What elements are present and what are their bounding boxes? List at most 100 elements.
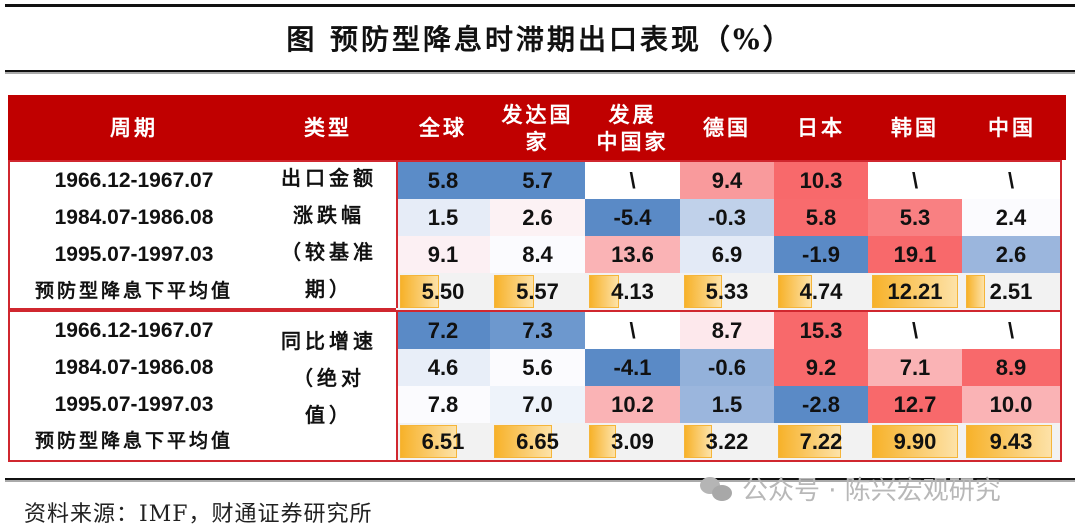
header-developing: 发展 中国家 — [585, 95, 680, 160]
average-value: 3.09 — [611, 429, 654, 454]
data-bar — [589, 275, 619, 308]
average-cell: 3.22 — [680, 423, 774, 460]
value-cell: 9.4 — [680, 162, 774, 199]
data-bar — [589, 425, 616, 458]
type-label: 同比增速 （绝对 值） — [263, 323, 395, 434]
average-cell: 5.33 — [680, 273, 774, 310]
section-yoy-growth: 1966.12-1967.07 7.2 7.3 \ 8.7 15.3 \ \ 1984.07-1… — [8, 310, 1062, 462]
bottom-rule — [5, 478, 1075, 480]
value-cell: -0.6 — [680, 349, 774, 386]
average-value: 2.51 — [989, 279, 1033, 304]
value-cell: 15.3 — [774, 312, 868, 349]
value-cell: 5.6 — [490, 349, 585, 386]
header-developing-line1: 发展 — [608, 101, 657, 127]
value-cell: 8.4 — [490, 236, 585, 273]
value-cell: \ — [962, 162, 1060, 199]
average-cell: 5.57 — [490, 273, 585, 310]
header-germany: 德国 — [703, 115, 751, 140]
average-value: 6.65 — [516, 429, 559, 454]
value-cell: 2.6 — [490, 199, 585, 236]
value-cell: -4.1 — [585, 349, 680, 386]
average-value: 3.22 — [705, 429, 749, 454]
value-cell: 4.6 — [396, 349, 490, 386]
value-cell: -2.8 — [774, 386, 868, 423]
wechat-icon — [700, 475, 734, 503]
value-cell: 19.1 — [868, 236, 962, 273]
top-rule — [5, 4, 1075, 7]
value-cell: 8.7 — [680, 312, 774, 349]
average-value: 5.57 — [516, 279, 559, 304]
value-cell: 7.3 — [490, 312, 585, 349]
source-note: 资料来源：IMF，财通证券研究所 — [24, 502, 373, 527]
value-cell: 12.7 — [868, 386, 962, 423]
value-cell: 7.8 — [396, 386, 490, 423]
average-cell: 2.51 — [962, 273, 1060, 310]
average-cell: 6.51 — [396, 423, 490, 460]
average-value: 12.21 — [887, 279, 943, 304]
header-korea: 韩国 — [891, 115, 939, 140]
data-bar — [966, 275, 985, 308]
value-cell: 10.2 — [585, 386, 680, 423]
type-label-line: 涨跌幅 — [293, 203, 365, 227]
data-bar — [778, 425, 841, 458]
data-bar — [400, 425, 457, 458]
value-cell: 5.7 — [490, 162, 585, 199]
data-bar — [400, 275, 439, 308]
value-cell: 5.3 — [868, 199, 962, 236]
average-label: 预防型降息下平均值 — [34, 430, 233, 452]
average-cell: 4.74 — [774, 273, 868, 310]
value-cell: 8.9 — [962, 349, 1060, 386]
period-label: 1966.12-1967.07 — [54, 319, 214, 342]
value-cell: 1.5 — [396, 199, 490, 236]
header-global: 全球 — [419, 115, 467, 140]
value-cell: 7.0 — [490, 386, 585, 423]
period-label: 1984.07-1986.08 — [54, 356, 214, 379]
header-developed-line1: 发达国 — [501, 101, 574, 127]
period-label: 1995.07-1997.03 — [54, 243, 214, 266]
type-label-line: 期） — [305, 277, 353, 301]
header-japan: 日本 — [797, 115, 845, 140]
type-label-line: 出口金额 — [281, 166, 377, 190]
section-export-amount-change: 1966.12-1967.07 5.8 5.7 \ 9.4 10.3 \ \ 1984.07-1… — [8, 160, 1062, 310]
value-cell: \ — [585, 162, 680, 199]
average-cell: 3.09 — [585, 423, 680, 460]
average-value: 4.74 — [799, 279, 843, 304]
value-cell: \ — [868, 162, 962, 199]
value-cell: 6.9 — [680, 236, 774, 273]
value-cell: 1.5 — [680, 386, 774, 423]
table-header: 周期 类型 全球 发达国 家 发展 中国家 德国 日本 韩国 中国 — [8, 95, 1066, 160]
header-period: 周期 — [110, 115, 158, 140]
value-cell: 5.8 — [774, 199, 868, 236]
title-rule — [5, 70, 1075, 72]
header-developing-line2: 中国家 — [596, 128, 669, 154]
header-developed: 发达国 家 — [490, 95, 585, 160]
average-value: 4.13 — [611, 279, 654, 304]
data-bar — [494, 275, 534, 308]
value-cell: -0.3 — [680, 199, 774, 236]
value-cell: 9.1 — [396, 236, 490, 273]
data-bar — [872, 275, 958, 308]
value-cell: 5.8 — [396, 162, 490, 199]
watermark: 公众号 · 陈兴宏观研究 — [700, 470, 1001, 507]
period-label: 1984.07-1986.08 — [54, 206, 214, 229]
average-cell: 6.65 — [490, 423, 585, 460]
value-cell: 2.6 — [962, 236, 1060, 273]
data-bar — [872, 425, 958, 458]
value-cell: \ — [962, 312, 1060, 349]
data-bar — [966, 425, 1052, 458]
average-cell: 9.90 — [868, 423, 962, 460]
figure-title: 图 预防型降息时滞期出口表现（%） — [286, 23, 794, 56]
value-cell: \ — [868, 312, 962, 349]
average-cell: 5.50 — [396, 273, 490, 310]
value-cell: 13.6 — [585, 236, 680, 273]
type-label-line: 同比增速 — [281, 329, 377, 353]
type-label: 出口金额 涨跌幅 （较基准 期） — [263, 160, 395, 308]
type-label-line: 值） — [305, 403, 353, 427]
value-cell: \ — [585, 312, 680, 349]
data-bar — [684, 275, 722, 308]
value-cell: 7.2 — [396, 312, 490, 349]
average-value: 7.22 — [799, 429, 843, 454]
period-label: 1966.12-1967.07 — [54, 169, 214, 192]
average-cell: 7.22 — [774, 423, 868, 460]
average-value: 9.90 — [893, 429, 937, 454]
